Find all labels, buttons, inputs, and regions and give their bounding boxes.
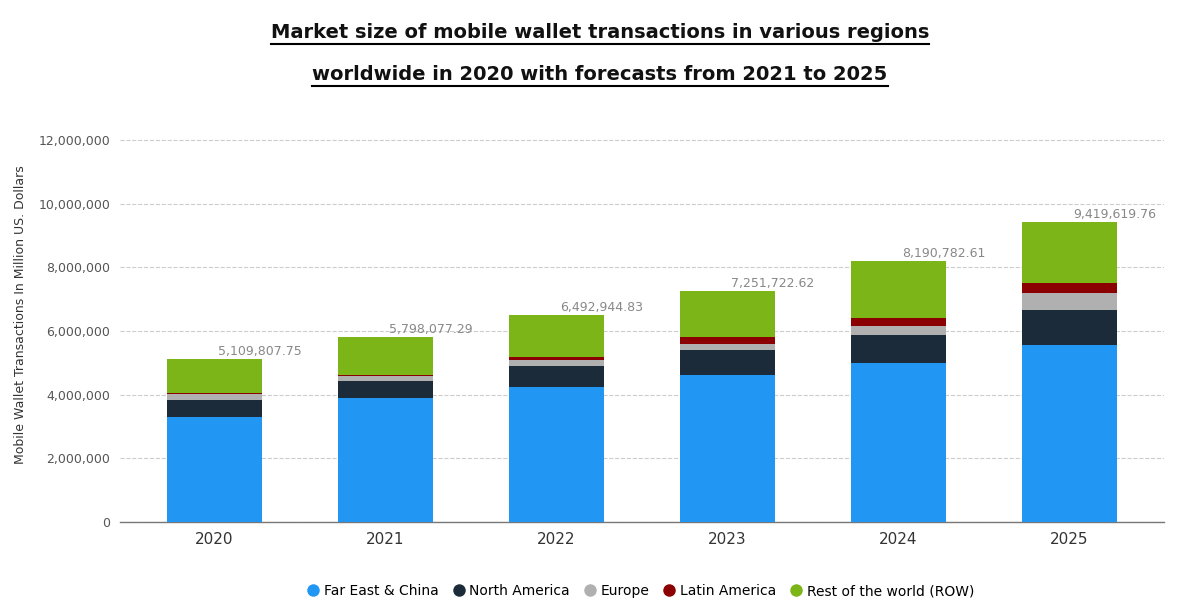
Bar: [852, 261, 946, 317]
Y-axis label: Mobile Wallet Transactions In Million US. Dollars: Mobile Wallet Transactions In Million US…: [14, 166, 28, 464]
Bar: [852, 363, 946, 522]
Text: 6,492,944.83: 6,492,944.83: [560, 301, 643, 314]
Text: 7,251,722.62: 7,251,722.62: [731, 277, 814, 290]
Bar: [680, 337, 774, 344]
Text: worldwide in 2020 with forecasts from 2021 to 2025: worldwide in 2020 with forecasts from 20…: [312, 65, 888, 84]
Bar: [510, 386, 604, 522]
Bar: [168, 394, 262, 400]
Bar: [1022, 283, 1116, 293]
Bar: [1022, 310, 1116, 344]
Bar: [680, 350, 774, 375]
Bar: [852, 326, 946, 335]
Bar: [338, 374, 432, 376]
Text: 8,190,782.61: 8,190,782.61: [902, 247, 985, 260]
Bar: [338, 381, 432, 398]
Bar: [680, 375, 774, 522]
Text: 5,109,807.75: 5,109,807.75: [218, 345, 301, 358]
Bar: [680, 291, 774, 337]
Bar: [510, 366, 604, 386]
Bar: [852, 317, 946, 326]
Bar: [510, 315, 604, 358]
Text: 9,419,619.76: 9,419,619.76: [1073, 208, 1156, 221]
Bar: [852, 335, 946, 363]
Bar: [1022, 293, 1116, 310]
Bar: [168, 359, 262, 394]
Legend: Far East & China, North America, Europe, Latin America, Rest of the world (ROW): Far East & China, North America, Europe,…: [305, 578, 979, 600]
Bar: [1022, 222, 1116, 283]
Bar: [168, 400, 262, 417]
Bar: [510, 360, 604, 366]
Bar: [168, 417, 262, 522]
Bar: [338, 337, 432, 374]
Bar: [338, 398, 432, 522]
Text: 5,798,077.29: 5,798,077.29: [389, 323, 473, 336]
Bar: [680, 344, 774, 350]
Text: Market size of mobile wallet transactions in various regions: Market size of mobile wallet transaction…: [271, 23, 929, 42]
Bar: [1022, 344, 1116, 522]
Bar: [510, 358, 604, 360]
Bar: [338, 376, 432, 381]
